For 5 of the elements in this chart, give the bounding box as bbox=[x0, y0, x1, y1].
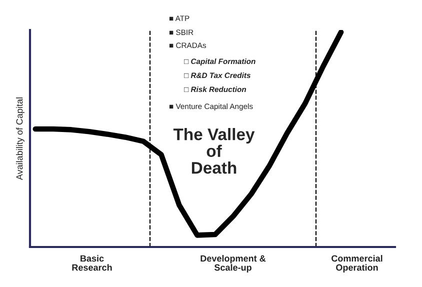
y-axis-title: Availability of Capital bbox=[16, 98, 24, 180]
annotation: The Valley of Death bbox=[173, 128, 255, 174]
text: Development & Scale-up bbox=[200, 255, 266, 272]
text: Basic Research bbox=[72, 255, 112, 271]
text: Commercial Operation bbox=[332, 255, 382, 272]
